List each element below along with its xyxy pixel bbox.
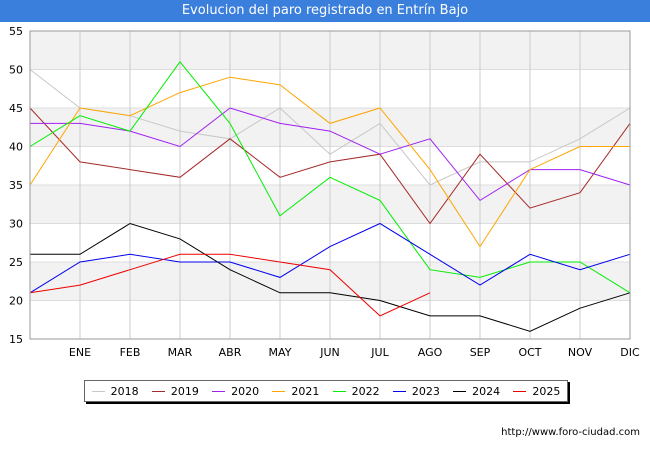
series-line-2023: [29, 222, 631, 294]
y-tick-label: 40: [9, 141, 23, 154]
legend-label: 2022: [351, 384, 380, 398]
legend-label: 2021: [291, 384, 320, 398]
y-tick-label: 50: [9, 64, 23, 77]
legend-swatch: [272, 390, 286, 392]
series-line-2025: [29, 253, 431, 317]
legend-item-2020: 2020: [212, 385, 259, 398]
x-axis-ticks: ENE FEB MAR ABR MAY JUN JUL AGO SEP OCT NOV DIC: [69, 346, 640, 359]
y-tick-label: 45: [9, 102, 23, 115]
chart-title: Evolucion del paro registrado en Entrín …: [0, 0, 650, 22]
x-tick-label: ABR: [219, 346, 242, 359]
legend-item-2023: 2023: [392, 384, 440, 398]
legend-label: 2018: [110, 384, 139, 398]
x-tick-label: OCT: [518, 346, 541, 359]
x-tick-label: JUN: [319, 346, 340, 359]
y-tick-label: 25: [9, 256, 23, 269]
legend-swatch: [212, 390, 226, 392]
legend: 2018 2019 2020 2021 2022 2023 2024 2025: [84, 380, 568, 402]
legend-label: 2025: [532, 384, 561, 398]
x-tick-label: MAY: [269, 346, 292, 359]
x-tick-label: SEP: [470, 346, 491, 359]
y-tick-label: 55: [9, 25, 23, 38]
y-tick-label: 35: [9, 179, 23, 192]
y-tick-label: 15: [9, 333, 23, 346]
legend-item-2025: 2025: [513, 385, 560, 398]
y-tick-label: 30: [9, 218, 23, 231]
source-credit: http://www.foro-ciudad.com: [501, 427, 640, 438]
series-lines: [29, 60, 631, 332]
y-tick-label: 20: [9, 295, 23, 308]
legend-swatch: [151, 390, 165, 392]
legend-item-2024: 2024: [453, 385, 500, 398]
x-tick-label: NOV: [568, 346, 593, 359]
series-line-2022: [29, 60, 631, 294]
legend-item-2018: 2018: [91, 384, 139, 398]
legend-swatch: [392, 390, 406, 392]
legend-item-2019: 2019: [151, 384, 199, 398]
legend-item-2022: 2022: [332, 384, 380, 398]
legend-label: 2024: [472, 384, 501, 398]
x-tick-label: JUL: [370, 346, 389, 359]
series-line-2019: [29, 107, 631, 225]
legend-swatch: [513, 390, 527, 392]
y-axis-ticks: 15 20 25 30 35 40 45 50 55: [9, 25, 23, 346]
x-tick-label: MAR: [168, 346, 193, 359]
legend-swatch: [91, 390, 105, 392]
x-tick-label: FEB: [120, 346, 141, 359]
legend-swatch: [332, 390, 346, 392]
series-line-2024: [30, 222, 631, 332]
legend-label: 2019: [170, 384, 199, 398]
legend-item-2021: 2021: [272, 385, 319, 398]
x-tick-label: DIC: [620, 346, 640, 359]
legend-label: 2020: [231, 384, 260, 398]
legend-swatch: [453, 390, 467, 392]
legend-label: 2023: [411, 384, 440, 398]
x-tick-label: ENE: [69, 346, 91, 359]
plot-frame: [29, 30, 631, 340]
x-tick-label: AGO: [418, 346, 443, 359]
series-line-2021: [29, 76, 630, 248]
